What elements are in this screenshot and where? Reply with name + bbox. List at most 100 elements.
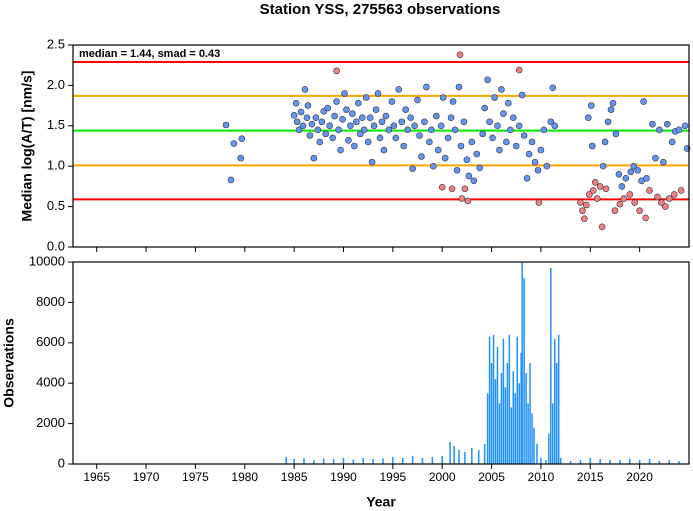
data-point [484,76,491,84]
y-tick-label: 0.0 [47,238,65,253]
data-point [509,114,517,122]
data-point [314,126,322,134]
data-point [354,99,362,107]
data-point [301,86,309,93]
data-point [388,98,396,105]
data-point [535,199,543,206]
y-tick-label: 8000 [36,294,65,309]
data-point [222,121,230,129]
data-point [374,90,382,97]
data-point [293,118,301,126]
data-point [453,166,461,174]
data-point [458,195,466,202]
data-point [620,195,628,202]
data-point [238,135,246,143]
data-point [596,183,604,190]
data-point [500,110,507,117]
x-tick-label: 1970 [133,470,160,484]
data-point [498,86,505,93]
data-point [585,191,593,198]
y-tick-label: 2.0 [47,77,65,92]
data-point [634,166,641,174]
data-point [656,126,663,134]
x-tick-label: 2005 [478,470,505,484]
data-point [423,83,430,91]
data-point [523,175,531,182]
data-point [455,83,463,91]
data-point [441,154,449,162]
data-point [457,142,465,150]
data-point [418,153,425,160]
data-point [491,94,498,101]
data-point [303,114,311,122]
chart-title: Station YSS, 275563 observations [260,1,501,18]
x-tick-label: 1975 [182,470,209,484]
data-point [395,86,403,93]
data-point [380,146,388,154]
data-point [531,158,539,166]
data-point [351,142,358,150]
y-tick-label: 1.5 [47,117,65,132]
data-point [392,134,400,142]
data-point [349,110,356,117]
data-point [390,122,398,130]
data-point [636,207,643,214]
data-point [385,126,393,134]
data-point [486,118,493,126]
y-axis-label: Observations [1,318,17,408]
annotation: median = 1.44, smad = 0.43 [79,48,220,60]
data-point [376,134,384,142]
data-point [646,187,653,194]
data-point [627,168,635,176]
data-point [507,126,514,134]
x-tick-label: 1980 [231,470,258,484]
data-point [463,156,471,164]
data-point [339,116,346,123]
data-point [402,106,409,113]
data-point [520,132,528,139]
data-point [607,106,615,113]
data-point [430,162,437,170]
x-axis-label: Year [366,494,396,510]
data-point [663,120,671,128]
data-point [416,132,423,139]
data-point [306,132,314,139]
data-point [505,99,512,107]
y-axis-label: Median log(A/T) [nm/s] [19,71,35,222]
data-point [345,137,352,144]
data-point [518,91,526,99]
data-point [626,191,634,198]
annotation-box [74,46,264,61]
data-point [547,118,555,126]
data-point [331,112,338,120]
data-point [312,114,320,122]
data-point [310,154,318,162]
data-point [461,185,469,193]
data-point [615,170,623,178]
data-point [642,214,649,222]
data-point [476,164,484,172]
data-point [447,114,455,122]
data-point [347,122,354,130]
data-point [318,118,326,126]
data-point [341,90,348,97]
y-tick-label: 4000 [36,375,65,390]
data-point [360,126,368,134]
plot-frame [72,261,690,465]
y-tick-label: 1.0 [47,158,65,173]
data-point [368,158,376,166]
data-point [496,146,503,154]
data-point [479,130,486,138]
x-tick-label: 1985 [281,470,308,484]
data-point [400,142,408,150]
data-point [599,162,607,170]
data-point [304,102,312,109]
data-point [370,122,378,130]
data-point [652,154,659,162]
data-point [335,126,342,134]
data-point [481,104,488,112]
data-point [290,111,298,119]
data-point [494,122,501,130]
data-point [444,134,452,142]
x-tick-label: 1995 [379,470,406,484]
